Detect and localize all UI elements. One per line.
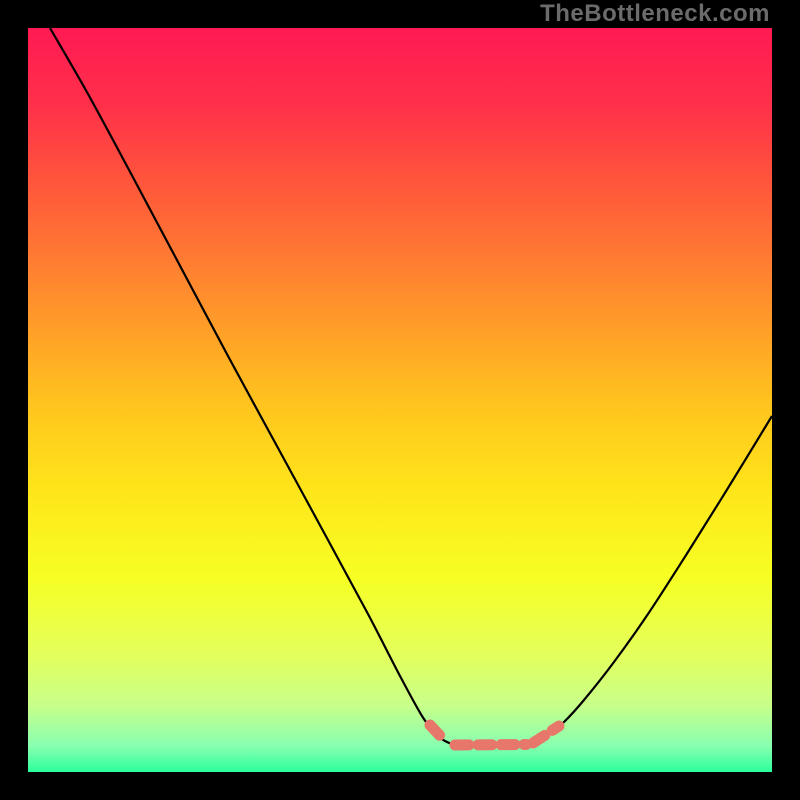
- watermark-text: TheBottleneck.com: [540, 0, 770, 28]
- highlight-segment-1: [455, 745, 526, 746]
- plot-svg: [28, 28, 772, 772]
- chart-frame: TheBottleneck.com: [0, 0, 800, 800]
- gradient-background: [28, 28, 772, 772]
- plot-area: [28, 28, 772, 772]
